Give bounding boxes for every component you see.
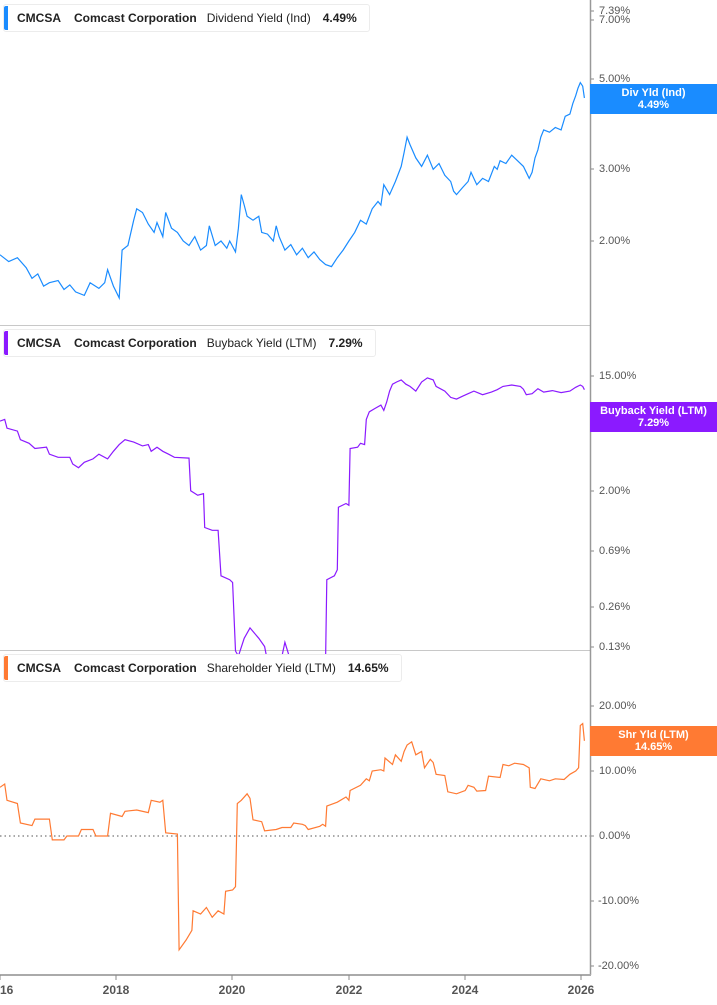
y-tick-label: 2.00%	[599, 235, 631, 247]
x-tick-label: 2022	[335, 983, 363, 997]
x-tick-label: 2018	[102, 983, 130, 997]
legend-value: 4.49%	[322, 11, 357, 25]
y-tick-label: 0.00%	[599, 830, 631, 842]
legend-ticker: CMCSA	[17, 661, 61, 675]
buyback-yield-line	[0, 377, 585, 666]
series-color-marker	[4, 331, 8, 355]
x-tick-label: 2024	[451, 983, 479, 997]
y-tick-label: 0.69%	[599, 545, 631, 557]
y-tick-label: 10.00%	[599, 765, 637, 777]
y-tick-label: 5.00%	[599, 73, 631, 85]
current-value-tag-buyback: Buyback Yield (LTM) 7.29%	[590, 402, 717, 432]
shareholder-yield-line	[0, 722, 585, 952]
series-color-marker	[4, 656, 8, 680]
y-tick-label: 15.00%	[599, 370, 637, 382]
x-tick-label: 2020	[218, 983, 246, 997]
legend-metric: Dividend Yield (Ind)	[206, 11, 311, 25]
legend-ticker: CMCSA	[17, 336, 61, 350]
tag-label: Buyback Yield (LTM)	[600, 405, 707, 417]
y-tick-label: 7.39%	[599, 5, 631, 17]
legend-buyback-yield[interactable]: CMCSA Comcast Corporation Buyback Yield …	[3, 329, 376, 357]
legend-value: 7.29%	[328, 336, 363, 350]
legend-company: Comcast Corporation	[74, 336, 197, 350]
legend-shareholder-yield[interactable]: CMCSA Comcast Corporation Shareholder Yi…	[3, 654, 402, 682]
x-tick-label: 2016	[0, 983, 14, 997]
legend-value: 14.65%	[347, 661, 389, 675]
legend-company: Comcast Corporation	[74, 661, 197, 675]
y-tick-label: 7.00%	[599, 14, 631, 26]
tag-label: Div Yld (Ind)	[621, 87, 686, 99]
dividend-yield-line	[0, 81, 585, 301]
tag-value: 7.29%	[637, 417, 670, 429]
y-tick-label: -20.00%	[598, 960, 639, 972]
legend-ticker: CMCSA	[17, 11, 61, 25]
legend-company: Comcast Corporation	[74, 11, 197, 25]
x-tick-label: 2026	[567, 983, 595, 997]
x-axis-ticks	[0, 975, 582, 980]
legend-metric: Shareholder Yield (LTM)	[206, 661, 336, 675]
legend-metric: Buyback Yield (LTM)	[206, 336, 317, 350]
y-tick-label: 0.26%	[599, 601, 631, 613]
tag-value: 4.49%	[637, 99, 670, 111]
tag-label: Shr Yld (LTM)	[618, 729, 689, 741]
legend-dividend-yield[interactable]: CMCSA Comcast Corporation Dividend Yield…	[3, 4, 370, 32]
y-axis-ticks	[591, 10, 594, 967]
current-value-tag-shareholder: Shr Yld (LTM) 14.65%	[590, 726, 717, 756]
y-tick-label: 0.13%	[599, 641, 631, 653]
tag-value: 14.65%	[634, 741, 673, 753]
y-tick-label: 20.00%	[599, 700, 637, 712]
y-tick-label: 3.00%	[599, 163, 631, 175]
y-tick-label: -10.00%	[598, 895, 639, 907]
current-value-tag-dividend: Div Yld (Ind) 4.49%	[590, 84, 717, 114]
y-tick-label: 2.00%	[599, 485, 631, 497]
series-color-marker	[4, 6, 8, 30]
